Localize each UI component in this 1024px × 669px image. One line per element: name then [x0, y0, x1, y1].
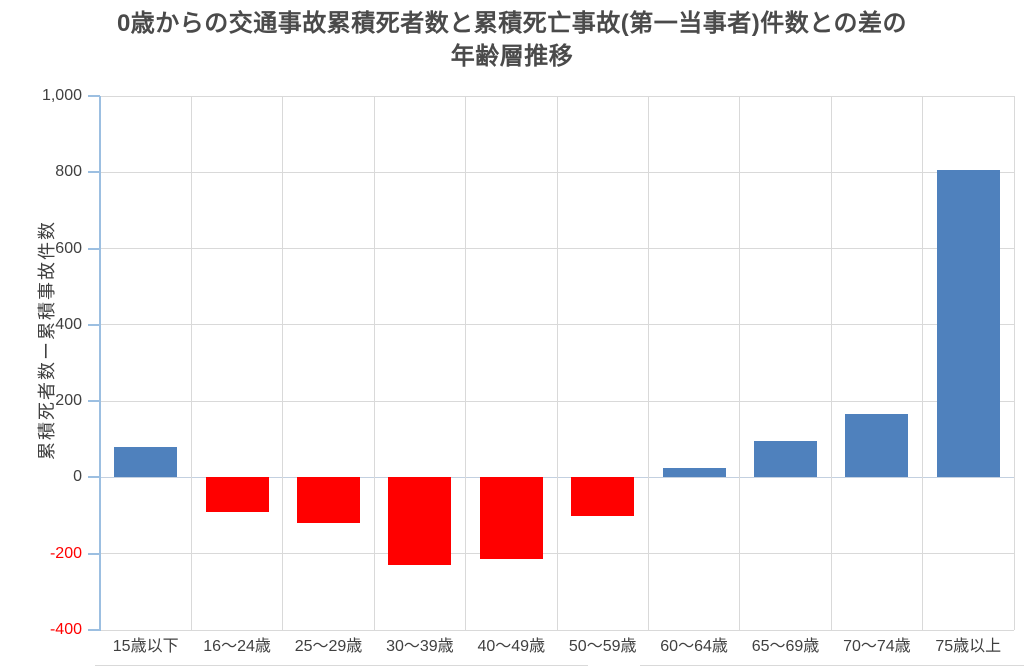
category-gridline [556, 96, 558, 630]
category-gridline [1013, 96, 1015, 630]
y-axis-tick [88, 552, 100, 555]
y-tick-label: 1,000 [41, 87, 82, 104]
x-category-label: 75歳以上 [935, 638, 1002, 655]
category-gridline [830, 96, 832, 630]
y-gridline [100, 629, 1014, 631]
bar-65〜69歳 [754, 441, 817, 478]
bottom-border-line-left [95, 665, 588, 666]
y-tick-label: 600 [55, 239, 82, 257]
chart-title-line-2: 年齢層推移 [450, 43, 574, 70]
x-category-label: 70〜74歳 [843, 638, 911, 655]
y-axis-tick [88, 629, 100, 631]
category-gridline [922, 96, 924, 630]
y-tick-label: 400 [55, 315, 82, 333]
x-category-label: 60〜64歳 [660, 638, 728, 655]
y-axis-tick [88, 95, 100, 97]
x-category-label: 15歳以下 [112, 638, 179, 655]
bar-60〜64歳 [662, 467, 726, 478]
x-category-label: 16〜24歳 [203, 638, 271, 655]
y-axis-tick [88, 247, 100, 250]
bottom-border-line-right [640, 665, 1024, 666]
category-gridline [373, 96, 375, 630]
y-tick-label: -400 [49, 621, 82, 638]
y-axis-line [98, 96, 101, 631]
bar-40〜49歳 [479, 477, 543, 560]
category-gridline [739, 96, 741, 630]
y-axis-tick [88, 171, 100, 174]
bar-75歳以上 [936, 170, 1000, 478]
bar-30〜39歳 [388, 477, 452, 566]
bar-70〜74歳 [845, 414, 909, 478]
bar-50〜59歳 [571, 477, 635, 516]
bar-25〜29歳 [297, 477, 360, 524]
x-category-label: 40〜49歳 [477, 638, 546, 655]
x-category-label: 30〜39歳 [386, 638, 454, 655]
bar-15歳以下 [114, 446, 178, 478]
category-gridline [647, 96, 649, 630]
y-tick-label: 800 [55, 163, 82, 181]
x-category-label: 50〜59歳 [568, 638, 637, 655]
chart-title-line-1: 0歳からの交通事故累積死者数と累積死亡事故(第一当事者)件数との差の [116, 10, 908, 37]
bar-16〜24歳 [205, 477, 269, 512]
y-tick-label: 200 [55, 392, 82, 410]
chart-title: 0歳からの交通事故累積死者数と累積死亡事故(第一当事者)件数との差の 年齢層推移 [0, 7, 1024, 73]
y-axis-tick [88, 476, 100, 479]
y-tick-label: 0 [73, 468, 82, 486]
category-gridline [282, 96, 284, 630]
category-gridline [190, 96, 192, 630]
y-axis-tick [88, 323, 100, 326]
y-tick-label: -200 [49, 544, 82, 562]
x-category-label: 25〜29歳 [294, 638, 363, 655]
category-gridline [465, 96, 467, 630]
x-category-label: 65〜69歳 [751, 638, 820, 655]
y-axis-tick [88, 400, 100, 403]
